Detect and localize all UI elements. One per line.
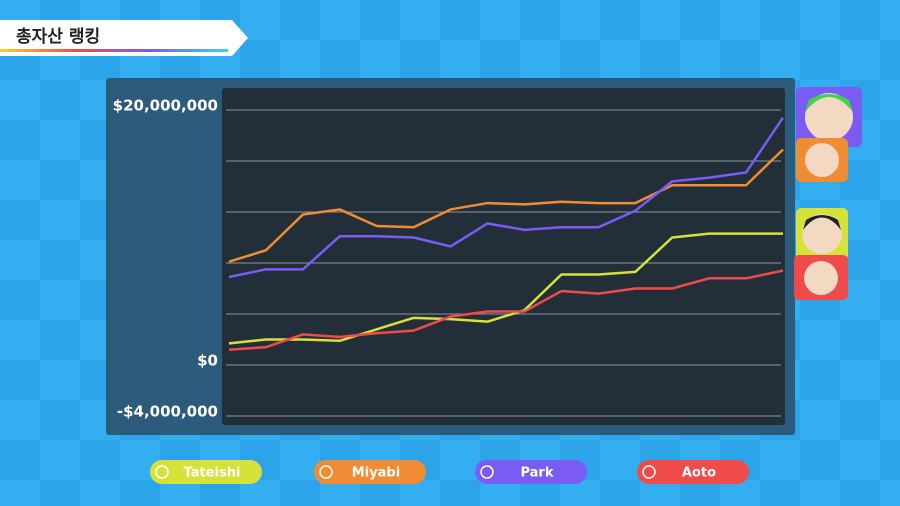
title-bar <box>0 20 248 56</box>
avatar-face <box>804 261 838 295</box>
avatar-hair <box>803 215 841 230</box>
y-tick-label: $20,000,000 <box>113 97 218 115</box>
legend-button[interactable]: Tateishi <box>150 460 262 484</box>
legend-button[interactable]: Miyabi <box>314 460 426 484</box>
avatar-face <box>802 214 842 254</box>
legend-icon <box>480 465 494 479</box>
legend-pill <box>314 460 426 484</box>
y-tick-label: -$4,000,000 <box>117 403 218 421</box>
avatar-face <box>805 143 839 177</box>
legend-label: Miyabi <box>352 466 400 481</box>
avatar-hair <box>805 94 853 112</box>
screen-title: 총자산 랭킹 <box>16 27 100 47</box>
legend-icon <box>642 465 656 479</box>
series-line <box>228 148 784 263</box>
avatar-face <box>805 93 853 141</box>
avatars <box>794 87 862 300</box>
legend-label: Aoto <box>682 466 716 481</box>
legend-icon <box>319 465 333 479</box>
y-tick-label: $0 <box>197 352 218 370</box>
legend-button[interactable]: Park <box>475 460 587 484</box>
legend-pill <box>475 460 587 484</box>
legend-pill <box>150 460 262 484</box>
plot-area <box>222 88 785 425</box>
legend-pill <box>637 460 749 484</box>
series-line <box>228 232 783 345</box>
series-line <box>228 269 784 351</box>
legend-icon <box>155 465 169 479</box>
legend-label: Park <box>520 466 553 481</box>
legend-button[interactable]: Aoto <box>637 460 749 484</box>
series-line <box>228 116 785 279</box>
legend-label: Tateishi <box>184 466 241 481</box>
title-stripe <box>0 49 228 52</box>
